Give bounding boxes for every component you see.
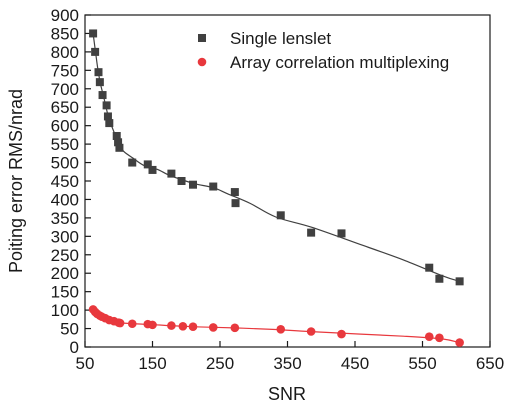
y-tick-label: 50: [60, 320, 79, 339]
y-tick-label: 700: [51, 80, 79, 99]
series-0-point: [91, 47, 100, 56]
series-1-point: [148, 320, 157, 330]
y-tick-label: 650: [51, 98, 79, 117]
series-0-point: [94, 68, 103, 77]
y-tick-label: 150: [51, 283, 79, 302]
series-0-point: [95, 78, 104, 87]
series-0-point: [276, 211, 285, 220]
y-tick-label: 550: [51, 135, 79, 154]
series-1-point: [337, 329, 346, 339]
y-tick-label: 600: [51, 117, 79, 136]
series-0-point: [455, 277, 464, 286]
series-0-point: [112, 131, 121, 140]
x-tick-label: 550: [408, 354, 436, 373]
series-0-point: [189, 180, 197, 189]
x-tick-label: 450: [341, 354, 369, 373]
y-tick-label: 800: [51, 43, 79, 62]
y-tick-label: 900: [51, 6, 79, 25]
x-axis-ticks: 50 150 250 350 450 550 650: [76, 341, 504, 373]
y-tick-label: 0: [70, 338, 79, 357]
series-0-point: [102, 101, 111, 110]
series-1-point: [115, 318, 125, 328]
series-0-point: [231, 199, 240, 208]
data-points: [88, 29, 464, 347]
series-1-point: [127, 319, 137, 329]
y-tick-label: 100: [51, 301, 79, 320]
series-1-point: [276, 324, 286, 334]
series-0-point: [337, 229, 346, 238]
series-0-point: [307, 228, 316, 237]
y-tick-label: 350: [51, 209, 79, 228]
y-tick-label: 400: [51, 190, 79, 209]
legend-label-0: Single lenslet: [230, 29, 331, 48]
series-0-point: [177, 177, 186, 185]
series-0-point: [105, 119, 114, 128]
series-0-point: [148, 165, 157, 174]
legend-marker-0: [198, 34, 206, 42]
y-tick-label: 750: [51, 61, 79, 80]
y-tick-label: 850: [51, 24, 79, 43]
series-1-point: [178, 322, 188, 331]
series-0-point: [425, 263, 434, 272]
series-0-point: [103, 112, 112, 121]
series-0-point: [114, 138, 123, 147]
series-1-point: [167, 321, 176, 330]
y-axis-ticks: 0501001502002503003504004505005506006507…: [51, 6, 91, 357]
legend-label-1: Array correlation multiplexing: [230, 53, 449, 72]
x-axis-title: SNR: [268, 384, 306, 404]
legend-marker-1: [197, 57, 207, 67]
x-tick-label: 50: [76, 354, 95, 373]
y-tick-label: 500: [51, 154, 79, 173]
fit-lines: [92, 33, 460, 344]
series-1-point: [435, 333, 444, 343]
series-1-point: [208, 323, 218, 332]
x-tick-label: 250: [206, 354, 234, 373]
x-tick-label: 350: [273, 354, 301, 373]
y-tick-label: 300: [51, 227, 79, 246]
series-0-point: [98, 91, 107, 100]
y-tick-label: 200: [51, 264, 79, 283]
series-0-point: [143, 160, 152, 169]
series-0-point: [128, 158, 137, 167]
x-tick-label: 650: [476, 354, 504, 373]
series-0-point: [230, 188, 239, 197]
y-axis-title: Poiting error RMS/nrad: [6, 89, 26, 273]
series-0-point: [209, 182, 218, 191]
series-1-point: [230, 323, 240, 333]
series-1-point: [455, 338, 464, 347]
series-1-point: [424, 332, 434, 341]
series-1-point: [306, 327, 316, 336]
x-tick-label: 150: [138, 354, 166, 373]
series-0-point: [115, 143, 124, 152]
series-0-point: [89, 29, 98, 38]
series-1-point: [188, 322, 198, 332]
series-0-point: [167, 169, 176, 178]
y-tick-label: 250: [51, 246, 79, 265]
series-0-point: [435, 274, 444, 283]
y-tick-label: 450: [51, 172, 79, 191]
legend: Single lenslet Array correlation multiple…: [197, 29, 449, 72]
